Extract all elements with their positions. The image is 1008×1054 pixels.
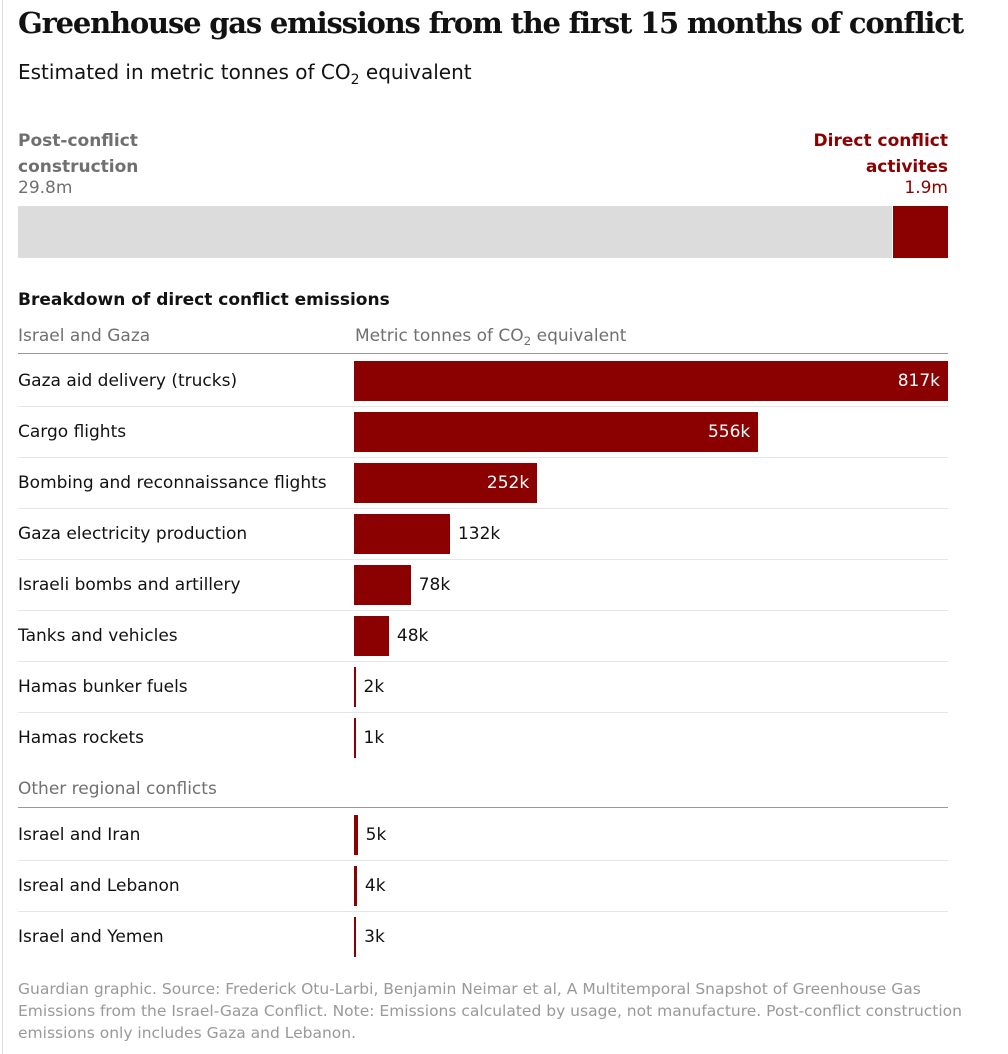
category-label: Hamas rockets	[18, 728, 145, 748]
category-label: Isreal and Lebanon	[18, 876, 180, 896]
category-label: Bombing and reconnaissance flights	[18, 473, 327, 493]
summary-bar-post-conflict	[18, 206, 892, 258]
bar	[354, 667, 356, 707]
subtitle-text: Estimated in metric tonnes of CO	[18, 60, 351, 84]
row-divider	[18, 661, 948, 662]
chart-subtitle: Estimated in metric tonnes of CO2 equiva…	[18, 60, 472, 88]
subtitle-subscript: 2	[350, 71, 360, 88]
bar	[354, 412, 759, 452]
bar	[354, 361, 948, 401]
subtitle-text-end: equivalent	[359, 60, 472, 84]
data-label: 817k	[897, 371, 940, 391]
row-divider	[18, 508, 948, 509]
data-label: 252k	[486, 473, 530, 493]
bar	[354, 718, 356, 758]
data-label: 3k	[364, 927, 385, 947]
row-divider	[18, 911, 948, 912]
chart-title: Greenhouse gas emissions from the first …	[18, 6, 964, 40]
source-footnote: Guardian graphic. Source: Frederick Otu-…	[18, 980, 962, 1042]
bar	[354, 463, 538, 503]
row-divider	[18, 712, 948, 713]
data-label: 1k	[363, 728, 385, 748]
summary-left-label: Post-conflict construction	[18, 131, 139, 177]
data-label: 78k	[418, 575, 451, 595]
category-label: Gaza electricity production	[18, 524, 248, 544]
data-label: 5k	[365, 825, 387, 845]
category-label: Israel and Iran	[18, 825, 141, 845]
summary-bar-direct-conflict	[893, 206, 948, 258]
category-label: Tanks and vehicles	[18, 626, 178, 646]
row-divider	[18, 559, 948, 560]
bar	[354, 565, 411, 605]
row-divider	[18, 406, 948, 407]
bar	[354, 866, 357, 906]
bar	[354, 514, 450, 554]
breakdown-title: Breakdown of direct conflict emissions	[18, 290, 390, 310]
row-divider	[18, 610, 948, 611]
category-label: Hamas bunker fuels	[18, 677, 188, 697]
section-header: Other regional conflicts	[18, 779, 217, 799]
bar	[354, 917, 357, 957]
row-divider	[18, 860, 948, 861]
column-header-subscript: 2	[523, 334, 532, 349]
summary-left-value: 29.8m	[18, 178, 73, 198]
data-label: 132k	[457, 524, 501, 544]
row-divider	[18, 457, 948, 458]
data-label: 2k	[363, 677, 385, 697]
summary-right-value: 1.9m	[904, 178, 948, 198]
left-border	[2, 0, 3, 1054]
category-label: Cargo flights	[18, 422, 127, 442]
data-label: 4k	[364, 876, 386, 896]
column-header-text: Metric tonnes of CO	[355, 326, 524, 346]
section-header: Israel and Gaza	[18, 326, 151, 346]
bar	[354, 616, 389, 656]
data-label: 556k	[707, 422, 751, 442]
category-label: Israel and Yemen	[18, 927, 164, 947]
section-rule	[18, 353, 948, 354]
data-label: 48k	[396, 626, 429, 646]
bar	[354, 815, 358, 855]
summary-right-label: Direct conflict activites	[813, 131, 948, 177]
category-label: Israeli bombs and artillery	[18, 575, 241, 595]
category-label: Gaza aid delivery (trucks)	[18, 371, 238, 391]
section-rule	[18, 807, 948, 808]
column-header: Metric tonnes of CO2 equivalent	[355, 326, 626, 348]
column-header-text-end: equivalent	[531, 326, 627, 346]
